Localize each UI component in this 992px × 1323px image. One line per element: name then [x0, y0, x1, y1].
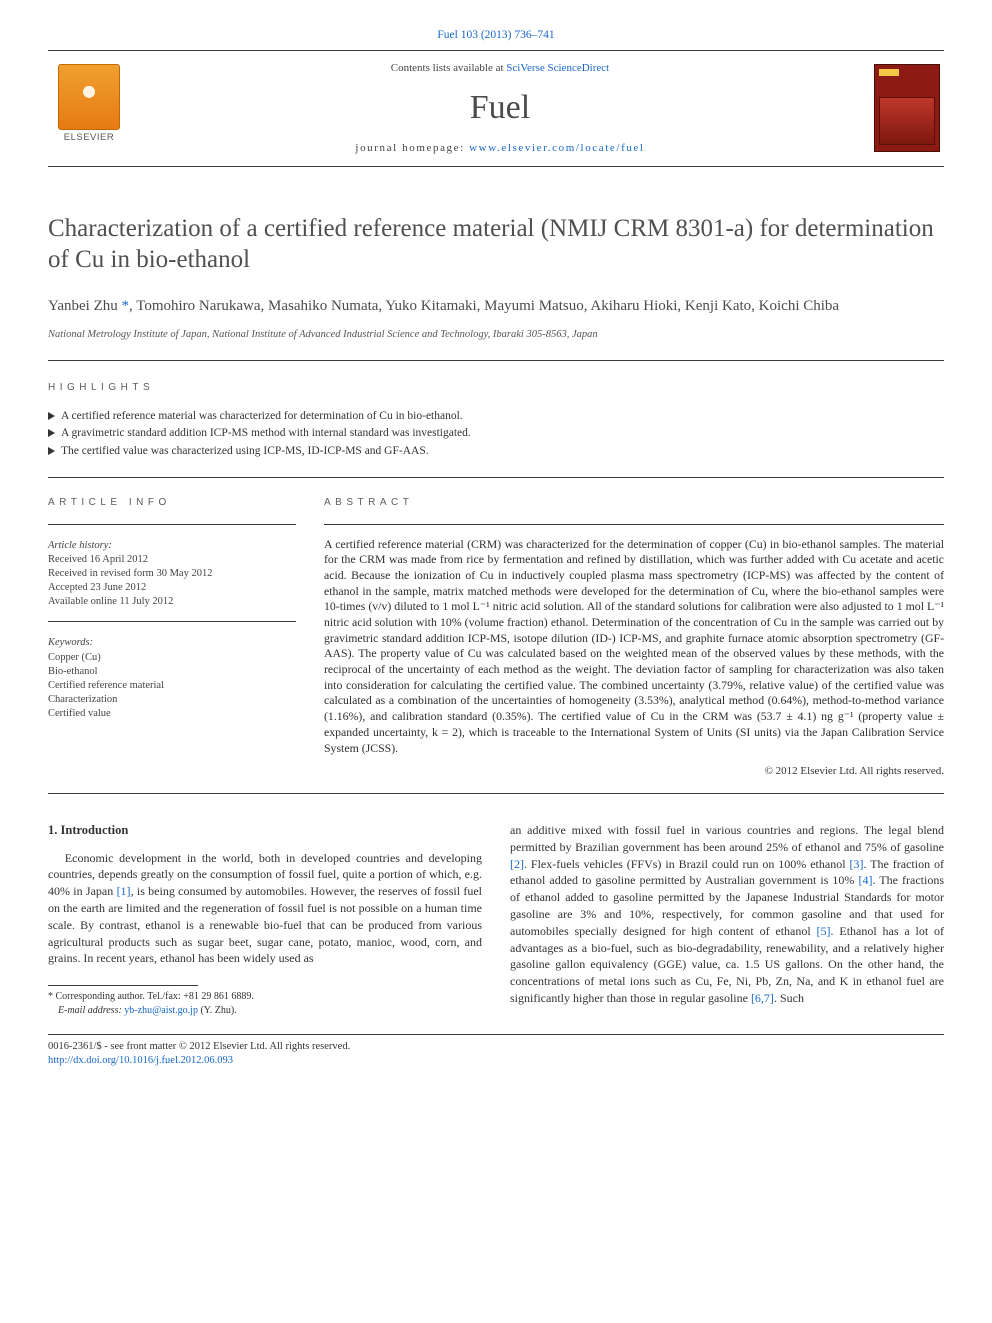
body-col-right: an additive mixed with fossil fuel in va… [510, 822, 944, 1018]
highlight-item: A certified reference material was chara… [48, 409, 944, 425]
email-line: E-mail address: yb-zhu@aist.go.jp (Y. Zh… [48, 1004, 482, 1018]
bottom-strip: 0016-2361/$ - see front matter © 2012 El… [48, 1040, 944, 1068]
ref-link[interactable]: [4] [858, 873, 872, 887]
triangle-icon [48, 447, 55, 455]
doi-link[interactable]: http://dx.doi.org/10.1016/j.fuel.2012.06… [48, 1055, 233, 1066]
article-title: Characterization of a certified referenc… [48, 213, 944, 276]
abstract-label: ABSTRACT [324, 496, 944, 510]
keyword-item: Certified value [48, 707, 296, 721]
corresponding-marker[interactable]: * [121, 298, 129, 314]
history-line: Available online 11 July 2012 [48, 595, 296, 609]
keyword-item: Copper (Cu) [48, 651, 296, 665]
history-line: Accepted 23 June 2012 [48, 581, 296, 595]
footnote-rule [48, 985, 198, 986]
keywords-heading: Keywords: [48, 636, 296, 650]
corresponding-line: * Corresponding author. Tel./fax: +81 29… [48, 990, 482, 1004]
ref-link[interactable]: [6,7] [751, 991, 774, 1005]
front-matter-line: 0016-2361/$ - see front matter © 2012 El… [48, 1040, 944, 1054]
ref-link[interactable]: [5] [817, 924, 831, 938]
ref-link[interactable]: [1] [117, 884, 131, 898]
homepage-label: journal homepage: [355, 142, 469, 154]
ref-link[interactable]: [3] [849, 857, 863, 871]
email-label: E-mail address: [58, 1005, 124, 1016]
highlight-text: A gravimetric standard addition ICP-MS m… [61, 427, 471, 439]
citation-line: Fuel 103 (2013) 736–741 [48, 28, 944, 44]
contents-available-line: Contents lists available at SciVerse Sci… [138, 61, 862, 76]
history-line: Received 16 April 2012 [48, 553, 296, 567]
elsevier-logo: ELSEVIER [52, 64, 126, 152]
banner-center: Contents lists available at SciVerse Sci… [138, 61, 862, 157]
journal-banner: ELSEVIER Contents lists available at Sci… [48, 50, 944, 168]
info-abstract-row: ARTICLE INFO Article history: Received 1… [48, 478, 944, 779]
history-line: Received in revised form 30 May 2012 [48, 567, 296, 581]
rule-above-highlights [48, 360, 944, 361]
sciencedirect-link[interactable]: SciVerse ScienceDirect [506, 62, 609, 74]
ref-link[interactable]: [2] [510, 857, 524, 871]
corresponding-footnote: * Corresponding author. Tel./fax: +81 29… [48, 990, 482, 1018]
body-columns: 1. Introduction Economic development in … [48, 822, 944, 1018]
bottom-rule [48, 1034, 944, 1035]
author-line: Yanbei Zhu *, Tomohiro Narukawa, Masahik… [48, 296, 944, 316]
journal-cover-thumb [874, 64, 940, 152]
elsevier-tree-icon [58, 64, 120, 130]
email-link[interactable]: yb-zhu@aist.go.jp [124, 1005, 198, 1016]
body-col-left: 1. Introduction Economic development in … [48, 822, 482, 1018]
copyright-line: © 2012 Elsevier Ltd. All rights reserved… [324, 764, 944, 779]
homepage-url[interactable]: www.elsevier.com/locate/fuel [469, 142, 644, 154]
email-tail: (Y. Zhu). [198, 1005, 237, 1016]
affiliation: National Metrology Institute of Japan, N… [48, 328, 944, 342]
author-rest: , Tomohiro Narukawa, Masahiko Numata, Yu… [129, 298, 839, 314]
highlights-list: A certified reference material was chara… [48, 409, 944, 460]
triangle-icon [48, 412, 55, 420]
highlight-text: The certified value was characterized us… [61, 445, 429, 457]
intro-paragraph-right: an additive mixed with fossil fuel in va… [510, 822, 944, 1007]
article-info-block: Article history: Received 16 April 2012 … [48, 539, 296, 722]
abstract-text: A certified reference material (CRM) was… [324, 537, 944, 757]
rule-under-artinfo [48, 524, 296, 525]
intro-paragraph-left: Economic development in the world, both … [48, 850, 482, 968]
triangle-icon [48, 429, 55, 437]
history-heading: Article history: [48, 539, 296, 553]
highlight-text: A certified reference material was chara… [61, 410, 463, 422]
rule-under-abstract-label [324, 524, 944, 525]
highlight-item: A gravimetric standard addition ICP-MS m… [48, 426, 944, 442]
rule-between-hist-kw [48, 621, 296, 622]
journal-name: Fuel [138, 85, 862, 131]
abstract-column: ABSTRACT A certified reference material … [324, 478, 944, 779]
section-heading-intro: 1. Introduction [48, 822, 482, 840]
homepage-line: journal homepage: www.elsevier.com/locat… [138, 141, 862, 156]
author-name: Yanbei Zhu [48, 298, 118, 314]
rule-below-abstract [48, 793, 944, 794]
article-info-column: ARTICLE INFO Article history: Received 1… [48, 478, 296, 779]
elsevier-wordmark: ELSEVIER [64, 132, 114, 145]
article-info-label: ARTICLE INFO [48, 496, 296, 510]
citation-link[interactable]: Fuel 103 (2013) 736–741 [437, 29, 554, 41]
contents-prefix: Contents lists available at [391, 62, 506, 74]
keyword-item: Bio-ethanol [48, 665, 296, 679]
keyword-item: Characterization [48, 693, 296, 707]
keyword-item: Certified reference material [48, 679, 296, 693]
highlights-label: HIGHLIGHTS [48, 381, 944, 395]
highlight-item: The certified value was characterized us… [48, 444, 944, 460]
